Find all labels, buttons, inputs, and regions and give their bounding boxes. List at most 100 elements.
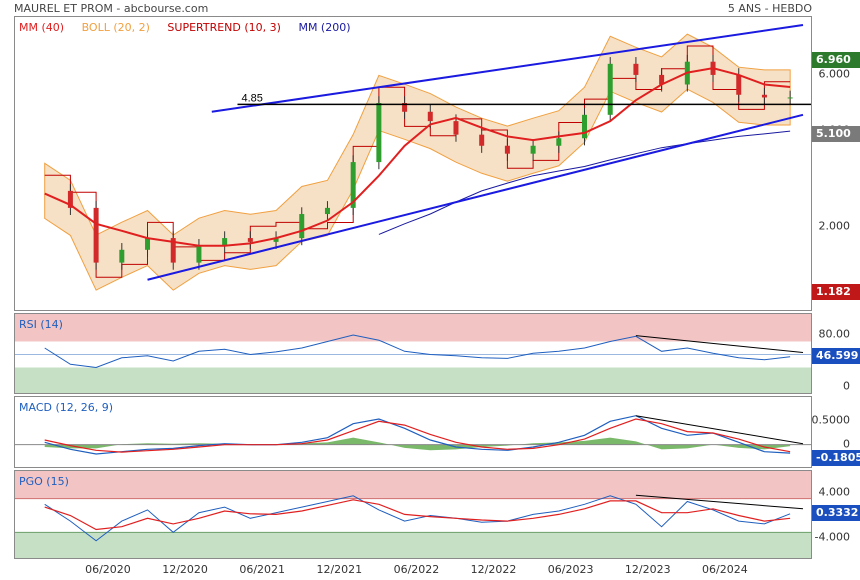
macd-legend: MACD (12, 26, 9) — [19, 401, 127, 414]
candle — [659, 68, 665, 92]
pgo-trendline — [635, 494, 804, 510]
channel-upper-line — [211, 24, 804, 113]
last-price-badge: 5.100 — [812, 126, 860, 142]
candle — [145, 231, 151, 257]
candle — [299, 207, 305, 246]
rsi-line — [44, 334, 791, 369]
legend-macd: MACD (12, 26, 9) — [19, 401, 114, 414]
rsi-value-badge: 46.599 — [812, 347, 860, 364]
lower-price-badge: 1.182 — [812, 284, 860, 300]
macd-tick-label: 0.5000 — [811, 413, 851, 427]
candle — [402, 96, 408, 119]
candle-body — [736, 74, 742, 95]
price-panel: 4.85 MM (40) BOLL (20, 2) SUPERTREND (10… — [14, 16, 812, 311]
x-tick-label: 12/2023 — [624, 563, 671, 576]
x-tick-label: 06/2020 — [85, 563, 131, 576]
candle-body — [222, 238, 228, 246]
mm200-line — [378, 130, 791, 235]
candle-body — [119, 249, 125, 263]
x-tick-label: 06/2023 — [547, 563, 594, 576]
macd-value-badge: -0.1805 — [812, 450, 860, 467]
pgo-chart — [15, 471, 811, 558]
chart-title: MAUREL ET PROM - abcbourse.com — [14, 2, 209, 15]
candle — [247, 231, 253, 249]
legend-mm40: MM (40) — [19, 21, 65, 34]
candle-body — [659, 74, 665, 85]
candle — [376, 96, 382, 170]
rsi-chart — [15, 314, 811, 393]
pgo-value-badge: 0.3332 — [812, 504, 860, 521]
candle — [196, 239, 202, 270]
candle — [607, 57, 613, 122]
candle-body — [67, 190, 73, 208]
candle-body — [787, 97, 793, 99]
upper-price-badge: 6.960 — [812, 52, 860, 68]
candle-body — [504, 145, 510, 154]
x-axis: 06/2020 12/2020 06/2021 12/2021 06/2022 12/20… — [14, 558, 810, 578]
legend-rsi: RSI (14) — [19, 318, 63, 331]
candle-body — [247, 238, 253, 242]
macd-panel: MACD (12, 26, 9) — [14, 396, 812, 468]
legend-pgo: PGO (15) — [19, 475, 69, 488]
x-tick-label: 06/2021 — [239, 563, 286, 576]
level-label: 4.85 — [241, 92, 262, 104]
candle — [787, 90, 793, 105]
candle-body — [427, 111, 433, 122]
bollinger-band — [44, 33, 791, 291]
rsi-oversold-zone — [15, 367, 811, 393]
candle — [170, 231, 176, 270]
candle-body — [402, 103, 408, 112]
candle — [119, 243, 125, 270]
candle — [736, 68, 742, 102]
pgo-panel: PGO (15) — [14, 470, 812, 559]
pgo-line — [44, 495, 791, 542]
candle — [324, 201, 330, 222]
price-chart: 4.85 — [44, 24, 811, 291]
macd-chart — [15, 415, 811, 455]
candle-body — [607, 63, 613, 115]
candle — [530, 138, 536, 161]
pgo-tick-label: -4.000 — [814, 530, 850, 544]
legend-mm200: MM (200) — [298, 21, 351, 34]
candle-body — [633, 63, 639, 75]
macd-line — [44, 415, 791, 455]
candle-body — [350, 162, 356, 208]
candle — [67, 184, 73, 215]
legend-boll: BOLL (20, 2) — [81, 21, 150, 34]
candle — [93, 201, 99, 270]
price-tick-label: 2.000 — [818, 219, 851, 233]
mm40-line — [44, 67, 791, 247]
pgo-overbought-zone — [15, 471, 811, 499]
macd-tick-label: 0 — [843, 437, 850, 451]
candle — [479, 127, 485, 153]
period-label: 5 ANS - HEBDO — [727, 2, 812, 15]
candle — [633, 57, 639, 83]
candle — [504, 138, 510, 161]
rsi-panel: RSI (14) — [14, 313, 812, 394]
rsi-trendline — [635, 335, 804, 354]
x-tick-label: 12/2020 — [162, 563, 208, 576]
candle-body — [324, 207, 330, 215]
candle-body — [582, 114, 588, 139]
price-legend: MM (40) BOLL (20, 2) SUPERTREND (10, 3) … — [19, 21, 365, 34]
rsi-tick-label: 0 — [843, 379, 850, 393]
candle-body — [453, 121, 459, 135]
macd-signal-line — [44, 418, 791, 453]
candle-body — [376, 103, 382, 163]
candle — [582, 108, 588, 146]
candle-body — [170, 238, 176, 263]
candle — [273, 231, 279, 249]
candle-body — [196, 245, 202, 263]
pgo-signal-line — [44, 499, 791, 531]
candle — [350, 155, 356, 215]
pgo-legend: PGO (15) — [19, 475, 83, 488]
candle-body — [479, 134, 485, 146]
pgo-oversold-zone — [15, 532, 811, 558]
rsi-tick-label: 80.00 — [818, 327, 851, 341]
x-tick-label: 06/2022 — [393, 563, 440, 576]
candle — [556, 131, 562, 153]
candle-body — [761, 94, 767, 98]
candle-body — [145, 238, 151, 250]
x-tick-label: 12/2022 — [470, 563, 517, 576]
legend-supertrend: SUPERTREND (10, 3) — [167, 21, 281, 34]
